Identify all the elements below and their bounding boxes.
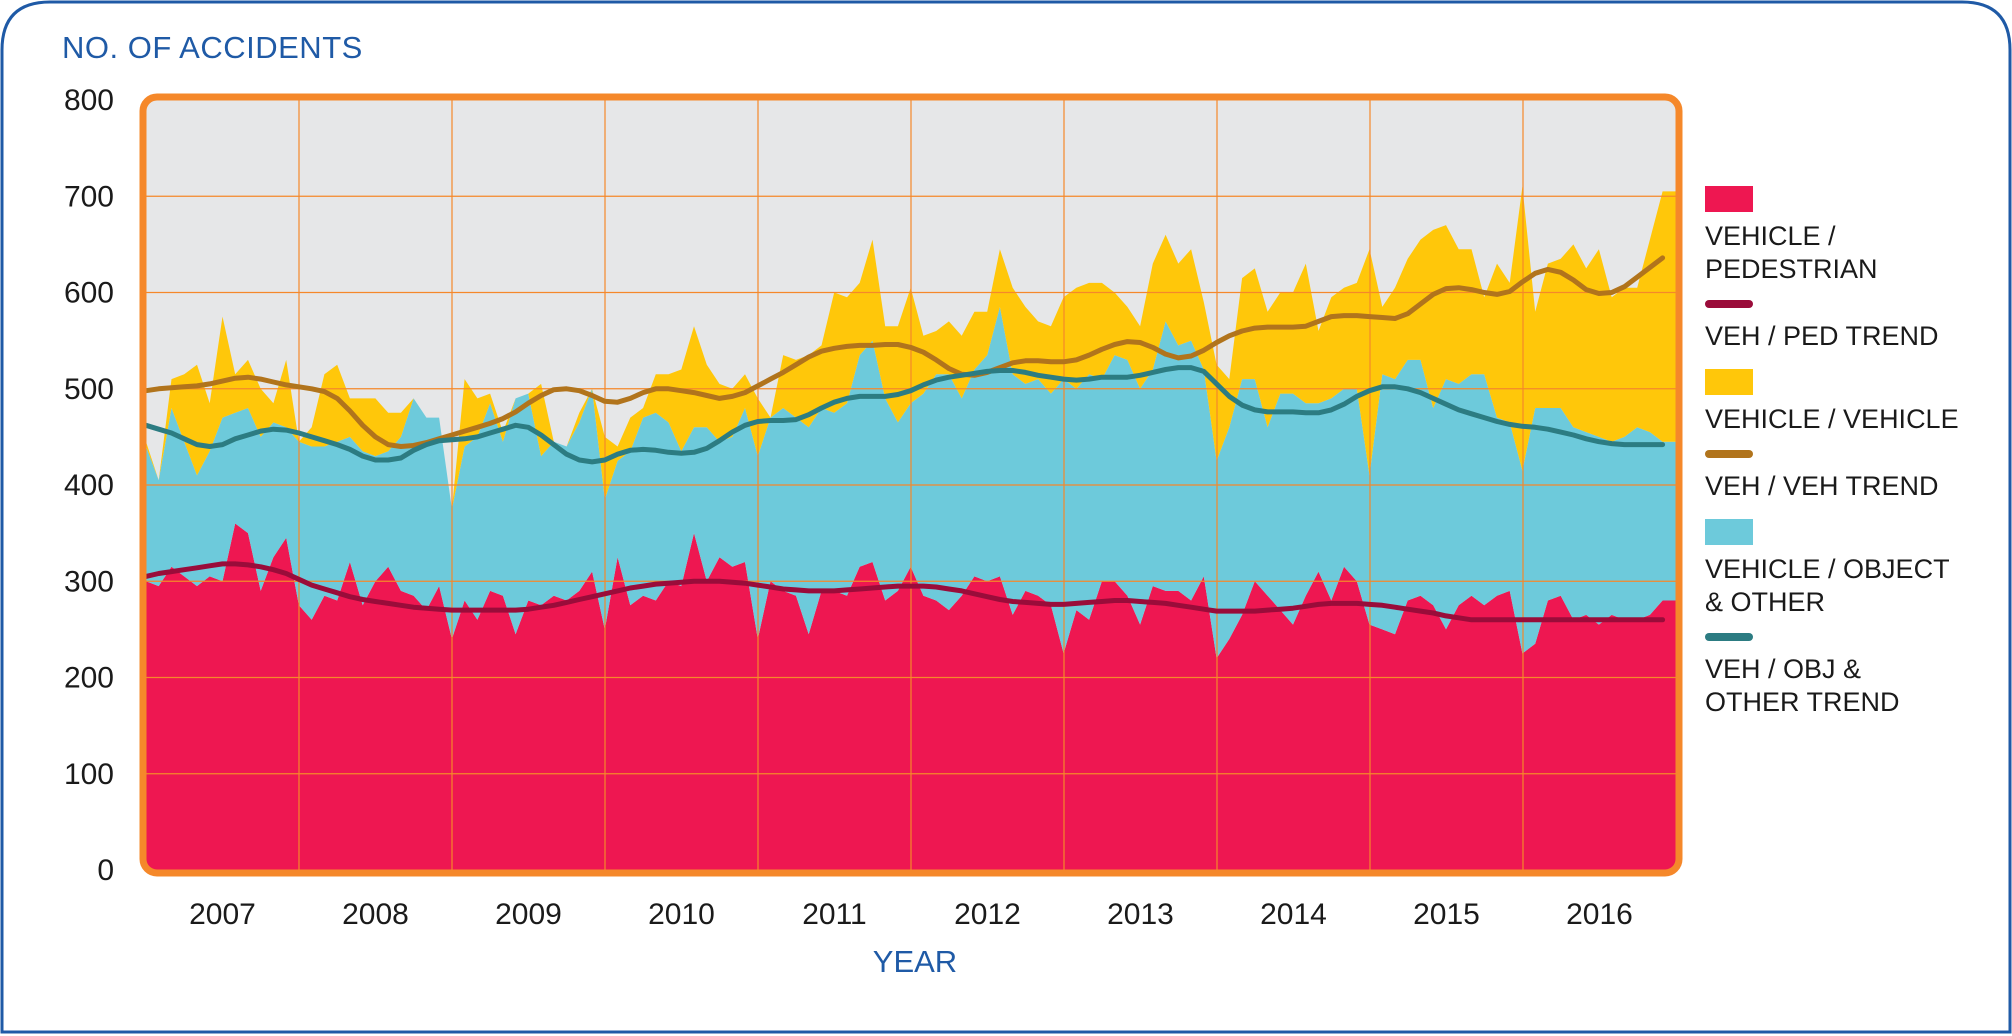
legend-line-sample (1705, 633, 1753, 641)
legend-item: VEHICLE / OBJECT & OTHER (1705, 519, 2005, 619)
y-tick-label: 300 (64, 565, 114, 598)
x-tick-label: 2014 (1260, 898, 1327, 931)
y-tick-label: 700 (64, 180, 114, 213)
x-tick-label: 2015 (1413, 898, 1480, 931)
legend-item: VEHICLE / VEHICLE (1705, 369, 2005, 436)
x-tick-label: 2007 (189, 898, 256, 931)
y-tick-label: 400 (64, 469, 114, 502)
legend-swatch (1705, 186, 1753, 212)
trend-line-veh-veh-trend (143, 255, 1666, 449)
x-tick-label: 2016 (1566, 898, 1633, 931)
legend-label: VEHICLE / OBJECT & OTHER (1705, 554, 1950, 617)
x-tick-label: 2010 (648, 898, 715, 931)
y-axis-title: NO. OF ACCIDENTS (62, 30, 363, 65)
x-tick-label: 2008 (342, 898, 409, 931)
legend-line-sample (1705, 450, 1753, 458)
legend-label: VEHICLE / PEDESTRIAN (1705, 221, 1878, 284)
x-axis-title: YEAR (872, 944, 958, 979)
legend-label: VEH / VEH TREND (1705, 471, 1939, 501)
y-tick-label: 0 (97, 854, 114, 887)
x-tick-label: 2009 (495, 898, 562, 931)
plot-border (139, 93, 1683, 877)
x-tick-label: 2013 (1107, 898, 1174, 931)
y-tick-label: 200 (64, 662, 114, 695)
legend-item: VEH / VEH TREND (1705, 450, 2005, 503)
legend-item: VEHICLE / PEDESTRIAN (1705, 186, 2005, 286)
legend-label: VEH / OBJ & OTHER TREND (1705, 654, 1900, 717)
x-tick-label: 2011 (802, 898, 867, 931)
y-tick-label: 500 (64, 373, 114, 406)
y-tick-label: 100 (64, 758, 114, 791)
trend-line-veh-obj-other-trend (143, 365, 1666, 465)
x-tick-label: 2012 (954, 898, 1021, 931)
trend-line-veh-ped-trend (143, 561, 1666, 623)
y-tick-label: 800 (64, 84, 114, 117)
legend-item: VEH / PED TREND (1705, 300, 2005, 353)
legend-label: VEHICLE / VEHICLE (1705, 404, 1959, 434)
legend: VEHICLE / PEDESTRIAN VEH / PED TREND VEHIC… (1705, 186, 2005, 719)
legend-swatch (1705, 519, 1753, 545)
legend-swatch (1705, 369, 1753, 395)
y-tick-label: 600 (64, 277, 114, 310)
legend-label: VEH / PED TREND (1705, 321, 1939, 351)
legend-line-sample (1705, 300, 1753, 308)
legend-item: VEH / OBJ & OTHER TREND (1705, 633, 2005, 719)
